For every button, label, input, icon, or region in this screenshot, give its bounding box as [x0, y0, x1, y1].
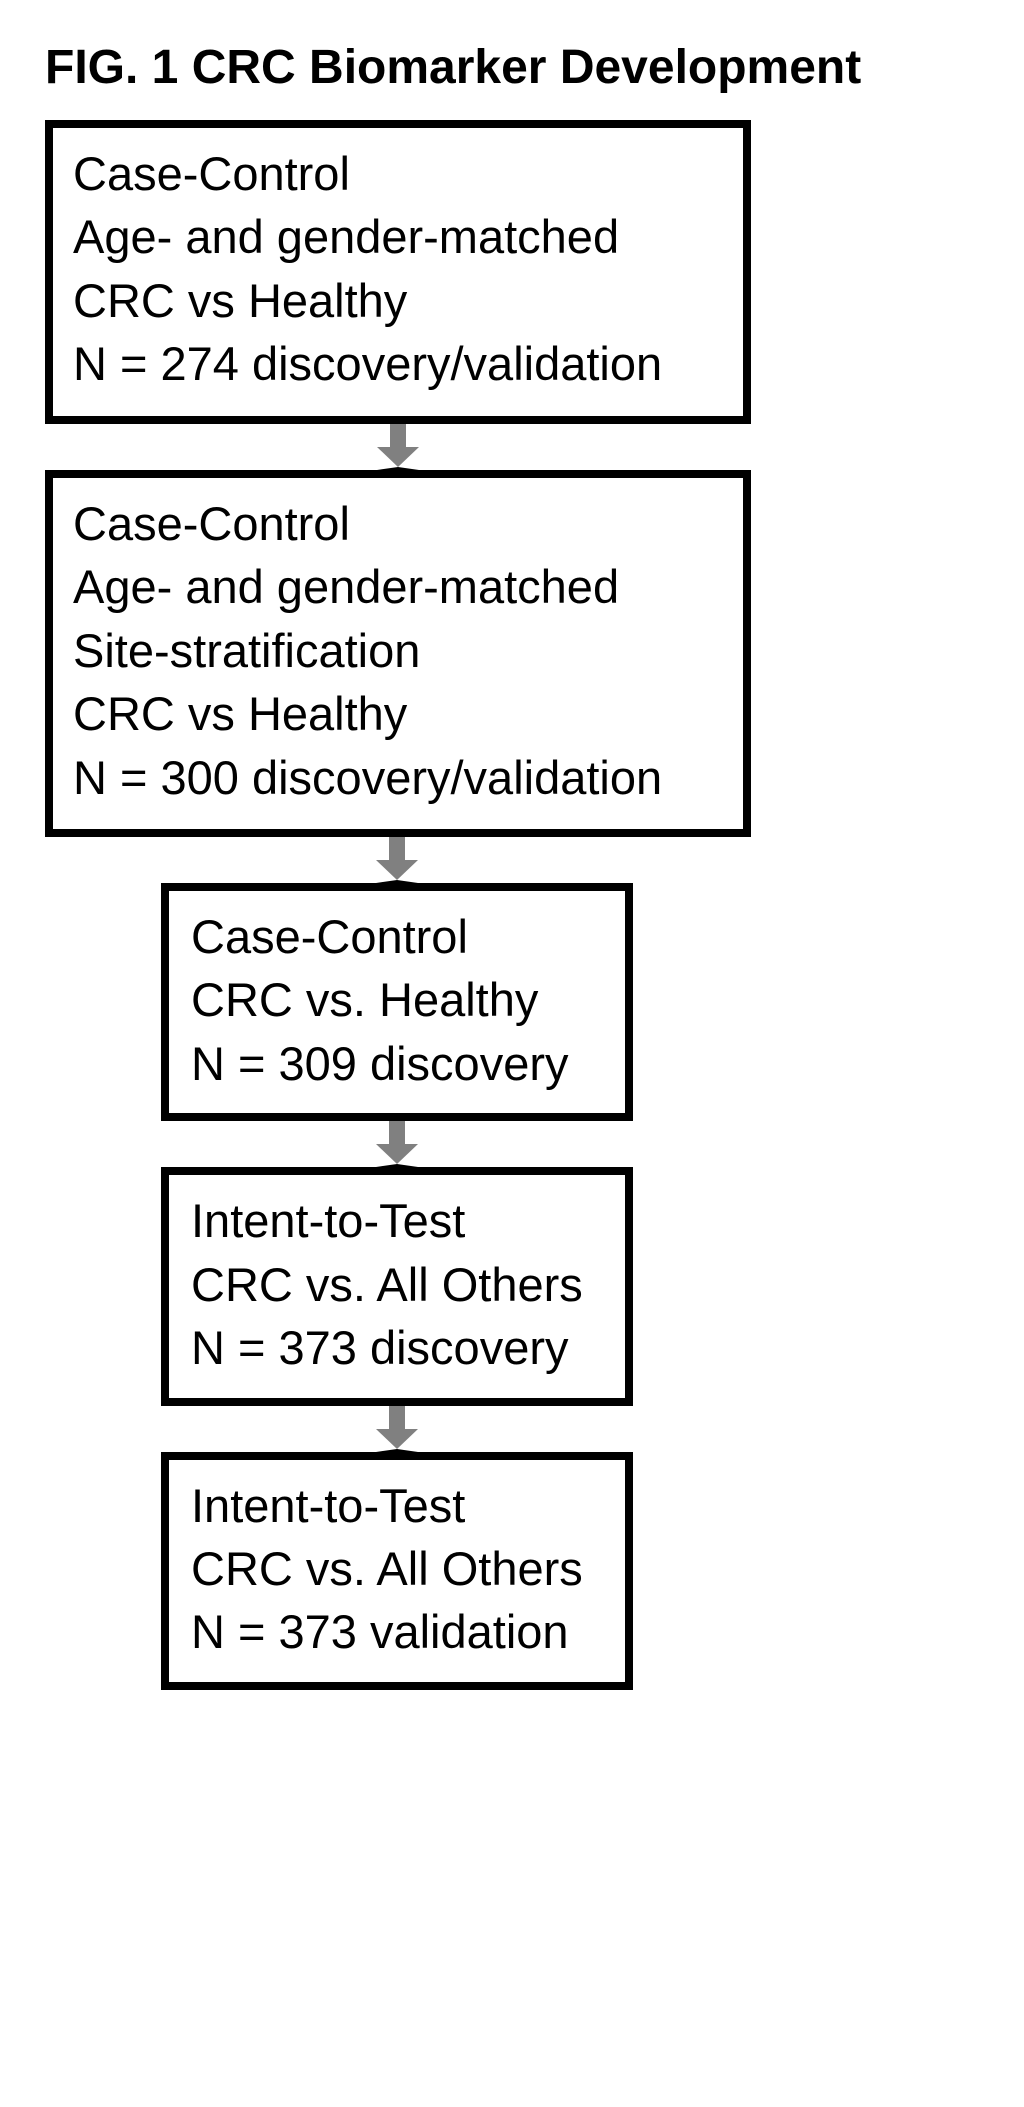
flowchart-box-line: N = 274 discovery/validation — [73, 332, 729, 395]
figure-number: FIG. 1 — [45, 41, 178, 94]
flowchart-box-line: Intent-to-Test — [191, 1474, 611, 1537]
flowchart-box-line: Case-Control — [73, 492, 729, 555]
flowchart-box-line: CRC vs. All Others — [191, 1537, 611, 1600]
flowchart-box-line: CRC vs. All Others — [191, 1253, 611, 1316]
flowchart-arrow-container — [161, 1406, 633, 1452]
arrow-down-icon — [376, 837, 418, 883]
flowchart-box-line: Site-stratification — [73, 619, 729, 682]
figure-caption: CRC Biomarker Development — [192, 41, 862, 94]
arrow-down-icon — [376, 1121, 418, 1167]
flowchart-box-line: CRC vs Healthy — [73, 269, 729, 332]
flowchart-step-wrapper: Intent-to-TestCRC vs. All OthersN = 373 … — [161, 1452, 633, 1690]
flowchart-box-line: Age- and gender-matched — [73, 555, 729, 618]
arrow-shaft — [389, 837, 405, 860]
flowchart-box-3: Intent-to-TestCRC vs. All OthersN = 373 … — [161, 1167, 633, 1405]
flowchart-box-line: N = 309 discovery — [191, 1032, 611, 1095]
arrow-head — [376, 1429, 418, 1452]
flowchart-step-wrapper: Intent-to-TestCRC vs. All OthersN = 373 … — [161, 1167, 633, 1405]
flowchart-box-line: CRC vs. Healthy — [191, 968, 611, 1031]
flowchart-box-0: Case-ControlAge- and gender-matchedCRC v… — [45, 120, 751, 424]
flowchart-box-line: Case-Control — [73, 142, 729, 205]
flowchart-arrow-container — [161, 837, 633, 883]
arrow-shaft — [389, 1121, 405, 1144]
flowchart-box-line: CRC vs Healthy — [73, 682, 729, 745]
flowchart-arrow-container — [161, 1121, 633, 1167]
flowchart-box-line: Age- and gender-matched — [73, 205, 729, 268]
arrow-head — [377, 447, 419, 470]
arrow-down-icon — [377, 424, 419, 470]
flowchart-box-2: Case-ControlCRC vs. HealthyN = 309 disco… — [161, 883, 633, 1121]
flowchart-step-wrapper: Case-ControlAge- and gender-matchedCRC v… — [45, 120, 751, 424]
arrow-head — [376, 860, 418, 883]
flowchart-arrow-container — [45, 424, 751, 470]
flowchart-container: Case-ControlAge- and gender-matchedCRC v… — [45, 120, 979, 1690]
flowchart-box-line: Case-Control — [191, 905, 611, 968]
flowchart-box-line: N = 373 validation — [191, 1600, 611, 1663]
flowchart-box-1: Case-ControlAge- and gender-matchedSite-… — [45, 470, 751, 837]
flowchart-box-line: N = 300 discovery/validation — [73, 746, 729, 809]
arrow-down-icon — [376, 1406, 418, 1452]
arrow-shaft — [389, 1406, 405, 1429]
flowchart-box-line: N = 373 discovery — [191, 1316, 611, 1379]
flowchart-box-4: Intent-to-TestCRC vs. All OthersN = 373 … — [161, 1452, 633, 1690]
arrow-head — [376, 1144, 418, 1167]
arrow-shaft — [390, 424, 406, 447]
flowchart-step-wrapper: Case-ControlAge- and gender-matchedSite-… — [45, 470, 751, 837]
flowchart-box-line: Intent-to-Test — [191, 1189, 611, 1252]
flowchart-step-wrapper: Case-ControlCRC vs. HealthyN = 309 disco… — [161, 883, 633, 1121]
figure-title: FIG. 1 CRC Biomarker Development — [45, 40, 979, 95]
